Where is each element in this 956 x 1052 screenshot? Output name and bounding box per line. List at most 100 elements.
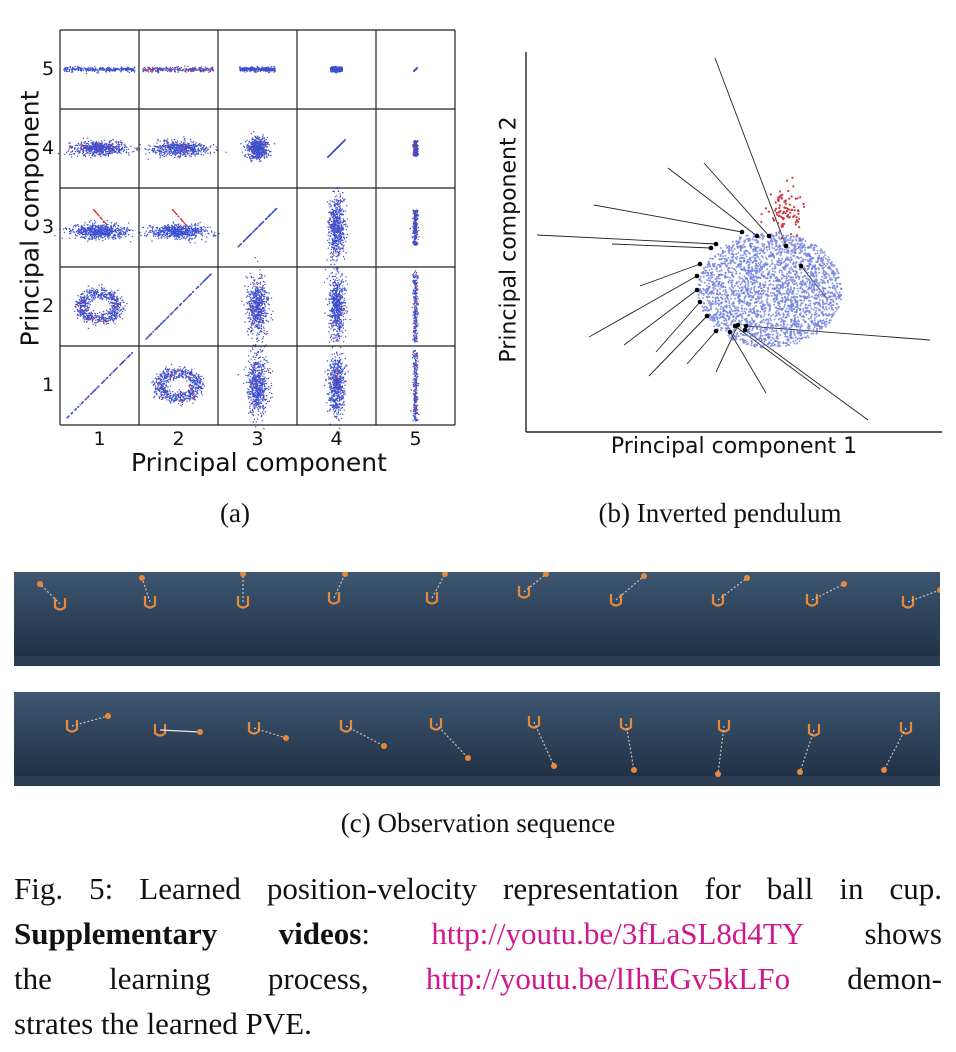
scatter-point [100,231,103,233]
scatter-point [101,226,103,228]
scatter-point [125,151,127,154]
scatter-point [72,229,74,231]
scatter-point [74,148,76,150]
scatter-point [189,147,191,149]
scatter-point [178,155,180,157]
scatter-point [94,237,96,239]
scatter-point [202,154,204,156]
scatter-point [85,150,88,153]
scatter-point [99,234,102,236]
scatter-point [106,219,108,222]
scatter-point [267,153,270,155]
scatter-point [83,227,85,229]
scatter-point [128,68,130,71]
scatter-point [172,222,175,224]
scatter-point [167,142,170,144]
scatter-point [143,66,146,69]
scatter-point [253,131,255,133]
scatter-point [67,67,69,69]
scatter-point [258,149,261,151]
scatter-point [261,154,263,156]
scatter-point [193,232,196,234]
scatter-point [103,220,105,223]
scatter-point [100,140,103,142]
scatter-point [144,234,146,237]
scatter-point [173,229,175,231]
scatter-point [104,228,107,230]
scatter-point [73,68,75,70]
scatter-point [112,67,115,69]
scatter-point [170,229,172,232]
scatter-point [269,68,271,70]
scatter-point [146,233,149,236]
scatter-point [182,146,184,148]
scatter-point [90,68,92,71]
scatter-point [126,230,128,233]
scatter-point [104,149,107,152]
scatter-point [192,228,195,230]
scatter-point [101,218,103,220]
scatter-point [203,230,205,232]
scatter-point [254,136,257,138]
scatter-point [200,151,202,153]
scatter-point [103,144,105,147]
scatter-point [147,67,149,69]
scatter-point [71,71,74,73]
scatter-point [104,154,106,156]
scatter-point [205,241,207,243]
scatter-point [246,139,248,141]
scatter-point [150,68,152,70]
scatter-point [268,150,271,153]
scatter-point [105,147,108,149]
scatter-point [100,156,102,158]
scatter-point [134,147,136,149]
scatter-point [259,70,261,72]
scatter-point [270,151,272,153]
scatter-point [110,230,112,233]
scatter-point [209,151,211,153]
scatter-point [177,229,179,231]
scatter-point [87,226,89,228]
scatter-point [258,144,261,146]
scatter-point [342,141,344,143]
scatter-point [256,66,258,68]
scatter-point [328,155,330,157]
scatter-point [73,231,76,233]
scatter-point [205,146,208,148]
scatter-point [175,149,177,152]
scatter-point [255,145,257,147]
scatter-point [164,229,166,231]
scatter-point [100,152,102,154]
scatter-point [179,155,181,157]
scatter-point [272,211,274,213]
scatter-point [333,70,335,73]
scatter-point [259,160,261,163]
scatter-point [106,152,109,155]
scatter-point [258,138,260,140]
scatter-point [142,226,145,229]
scatter-point [158,233,160,235]
scatter-point [174,224,176,226]
scatter-point [207,226,209,229]
scatter-point [97,151,99,153]
scatter-point [165,149,168,151]
scatter-point [81,234,84,236]
scatter-point [163,232,165,234]
scatter-point [262,67,264,69]
scatter-point [178,216,180,218]
scatter-point [148,225,150,227]
scatter-point [173,138,176,141]
scatter-point [174,69,176,71]
scatter-point [147,158,149,160]
scatter-point [273,143,276,145]
scatter-point [64,153,66,156]
scatter-point [336,66,338,69]
scatter-point [98,146,100,148]
scatter-point [212,144,215,146]
scatter-point [89,67,91,69]
scatter-point [184,137,186,140]
scatter-point [415,148,418,150]
scatter-point [112,138,114,141]
scatter-point [98,238,100,241]
scatter-point [133,150,135,152]
